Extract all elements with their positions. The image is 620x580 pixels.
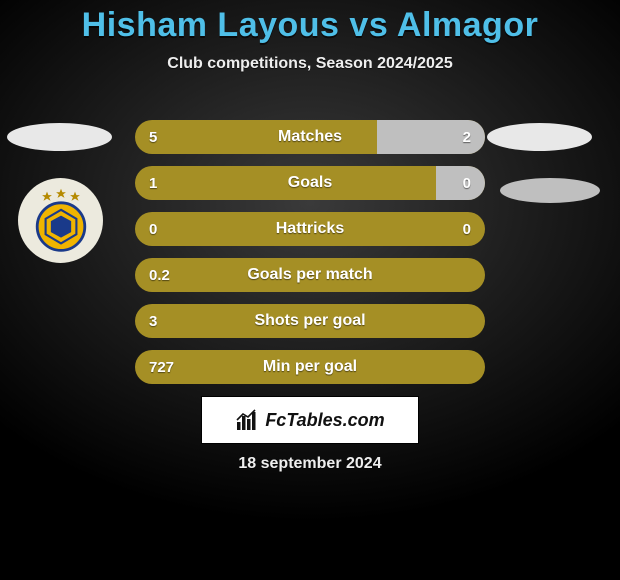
stat-label: Shots per goal <box>135 304 485 338</box>
stat-bars: 52Matches 10Goals 00Hattricks 0.2Goals per … <box>135 120 485 396</box>
stat-bar-row: 10Goals <box>135 166 485 200</box>
stat-bar-row: 3Shots per goal <box>135 304 485 338</box>
left-player-oval <box>7 123 112 151</box>
right-player-oval-bottom <box>500 178 600 203</box>
brand-box: FcTables.com <box>201 396 419 444</box>
stat-label: Goals <box>135 166 485 200</box>
stat-label: Matches <box>135 120 485 154</box>
right-player-oval-top <box>487 123 592 151</box>
stat-label: Min per goal <box>135 350 485 384</box>
page-subtitle: Club competitions, Season 2024/2025 <box>0 55 620 73</box>
date-text: 18 september 2024 <box>0 455 620 473</box>
stat-bar-row: 52Matches <box>135 120 485 154</box>
brand-text: FcTables.com <box>265 410 384 431</box>
bar-chart-icon <box>235 408 259 432</box>
stat-bar-row: 0.2Goals per match <box>135 258 485 292</box>
stat-label: Goals per match <box>135 258 485 292</box>
stat-bar-row: 00Hattricks <box>135 212 485 246</box>
club-crest-icon <box>26 186 96 256</box>
stat-label: Hattricks <box>135 212 485 246</box>
page-title: Hisham Layous vs Almagor <box>0 0 620 45</box>
stat-bar-row: 727Min per goal <box>135 350 485 384</box>
left-club-badge <box>18 178 103 263</box>
